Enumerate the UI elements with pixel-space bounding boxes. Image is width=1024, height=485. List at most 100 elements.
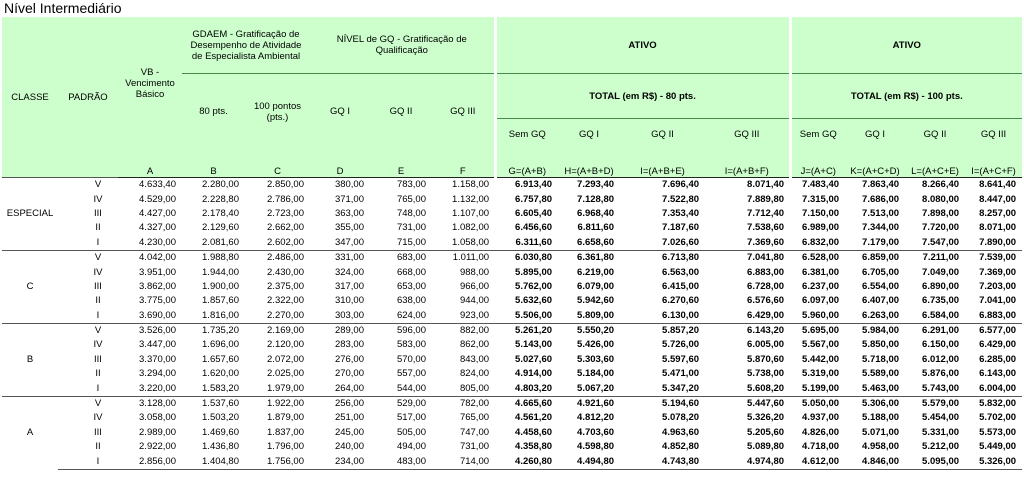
value-cell: 8.641,40 [965,177,1023,193]
value-cell: 483,00 [370,454,432,470]
value-cell: 6.713,80 [620,249,706,266]
value-cell: 6.219,00 [577,266,615,278]
header-cell: 80 pts. [182,73,245,149]
value-cell: 8.071,40 [705,177,791,193]
table-row: II 3.294,00 1.620,00 2.025,00 270,00 557,00 82… [2,367,1022,381]
value-cell: 8.071,00 [979,222,1017,234]
value-cell: 5.597,60 [662,353,700,365]
table-row: A B C D E F G=(A+B) H=(A+B+D) I=(A+B+E) I=(A+B+F)… [2,149,1023,178]
value-cell: 7.890,00 [965,235,1023,251]
value-cell: 5.326,20 [747,412,785,424]
value-cell: 3.220,00 [118,381,182,397]
value-cell: 748,00 [396,207,426,219]
value-cell: 1.436,80 [202,441,239,453]
value-cell: 1.132,00 [452,193,490,205]
value-cell: 7.720,00 [922,222,960,234]
table-row: IV 3.951,00 1.944,00 2.430,00 324,00 668,00 98… [2,265,1022,279]
value-cell: 6.429,00 [705,308,791,324]
value-cell: 988,00 [459,266,490,278]
value-cell: 2.662,00 [267,222,304,234]
formula-cell: H=(A+B+D) [558,149,621,178]
value-cell: 5.188,00 [862,412,900,424]
padrao-cell: IV [93,412,103,424]
value-cell: 6.407,00 [862,295,900,307]
header-cell: VB - Vencimento Básico [118,17,182,149]
table-body: ESPECIAL V 4.633,40 2.280,00 2.850,00 380,00 7… [2,177,1023,470]
value-cell: 5.089,80 [747,441,785,453]
value-cell: 4.963,60 [662,426,700,438]
value-cell: 363,00 [334,207,364,219]
value-cell: 6.130,00 [620,308,706,324]
value-cell: 638,00 [396,295,426,307]
value-cell: 5.050,00 [790,395,846,412]
table-row: I 3.220,00 1.583,20 1.979,00 264,00 544,00 805… [2,381,1023,397]
value-cell: 6.079,00 [577,280,615,292]
value-cell: 5.857,20 [620,322,706,339]
value-cell: 324,00 [334,266,364,278]
value-cell: 283,00 [334,339,364,351]
value-cell: 7.049,00 [922,266,960,278]
header-group: NÍVEL de GQ - Gratificação de Qualificaç… [310,17,496,74]
value-cell: 7.344,00 [862,222,900,234]
value-cell: 240,00 [334,441,364,453]
header-cell: PADRÃO [58,17,118,178]
value-cell: 5.738,00 [747,368,785,380]
padrao-cell: III [94,426,102,438]
value-cell: 371,00 [334,193,364,205]
value-cell: 4.665,60 [495,395,559,412]
value-cell: 7.353,40 [662,207,700,219]
header-cell: GQ II [620,118,706,149]
value-cell: 6.577,00 [965,322,1023,339]
value-cell: 5.442,00 [802,353,840,365]
value-cell: 6.291,00 [905,322,966,339]
value-cell: 1.816,00 [182,308,245,324]
value-cell: 923,00 [432,308,496,324]
value-cell: 5.895,00 [515,266,553,278]
value-cell: 4.598,80 [577,441,615,453]
value-cell: 6.012,00 [922,353,960,365]
value-cell: 731,00 [396,222,426,234]
value-cell: 270,00 [334,368,364,380]
value-cell: 5.960,00 [790,308,846,324]
value-cell: 7.686,00 [862,193,900,205]
formula-cell: B [182,149,245,178]
value-cell: 1.988,80 [182,249,245,266]
value-cell: 5.589,00 [862,368,900,380]
value-cell: 7.293,40 [558,177,621,193]
value-cell: 6.554,00 [862,280,900,292]
header-cell: Sem GQ [493,118,559,149]
padrao-cell: III [94,280,102,292]
value-cell: 7.898,00 [922,207,960,219]
value-cell: 6.004,00 [965,381,1023,397]
value-cell: 596,00 [370,322,432,339]
value-cell: 3.951,00 [139,266,176,278]
value-cell: 3.058,00 [139,412,176,424]
value-cell: 5.027,60 [515,353,553,365]
value-cell: 1.696,00 [202,339,239,351]
value-cell: 2.169,00 [245,322,310,339]
value-cell: 2.228,80 [202,193,239,205]
value-cell: 4.743,80 [620,454,706,470]
value-cell: 765,00 [396,193,426,205]
value-cell: 4.327,00 [139,222,176,234]
value-cell: 4.914,00 [515,368,553,380]
value-cell: 4.230,00 [118,235,182,251]
value-cell: 7.863,40 [845,177,906,193]
value-cell: 5.573,00 [979,426,1017,438]
value-cell: 6.005,00 [747,339,785,351]
value-cell: 1.796,00 [267,441,304,453]
value-cell: 1.082,00 [452,222,490,234]
value-cell: 8.257,00 [979,207,1017,219]
value-cell: 653,00 [396,280,426,292]
value-cell: 6.883,00 [747,266,785,278]
value-cell: 7.026,60 [620,235,706,251]
value-cell: 5.695,00 [790,322,846,339]
formula-cell: I=(A+B+E) [620,149,706,178]
value-cell: 5.567,00 [802,339,840,351]
padrao-cell: II [95,441,101,453]
value-cell: 5.608,20 [705,381,791,397]
value-cell: 6.890,00 [922,280,960,292]
value-cell: 7.889,80 [747,193,785,205]
value-cell: 5.326,00 [965,454,1023,470]
